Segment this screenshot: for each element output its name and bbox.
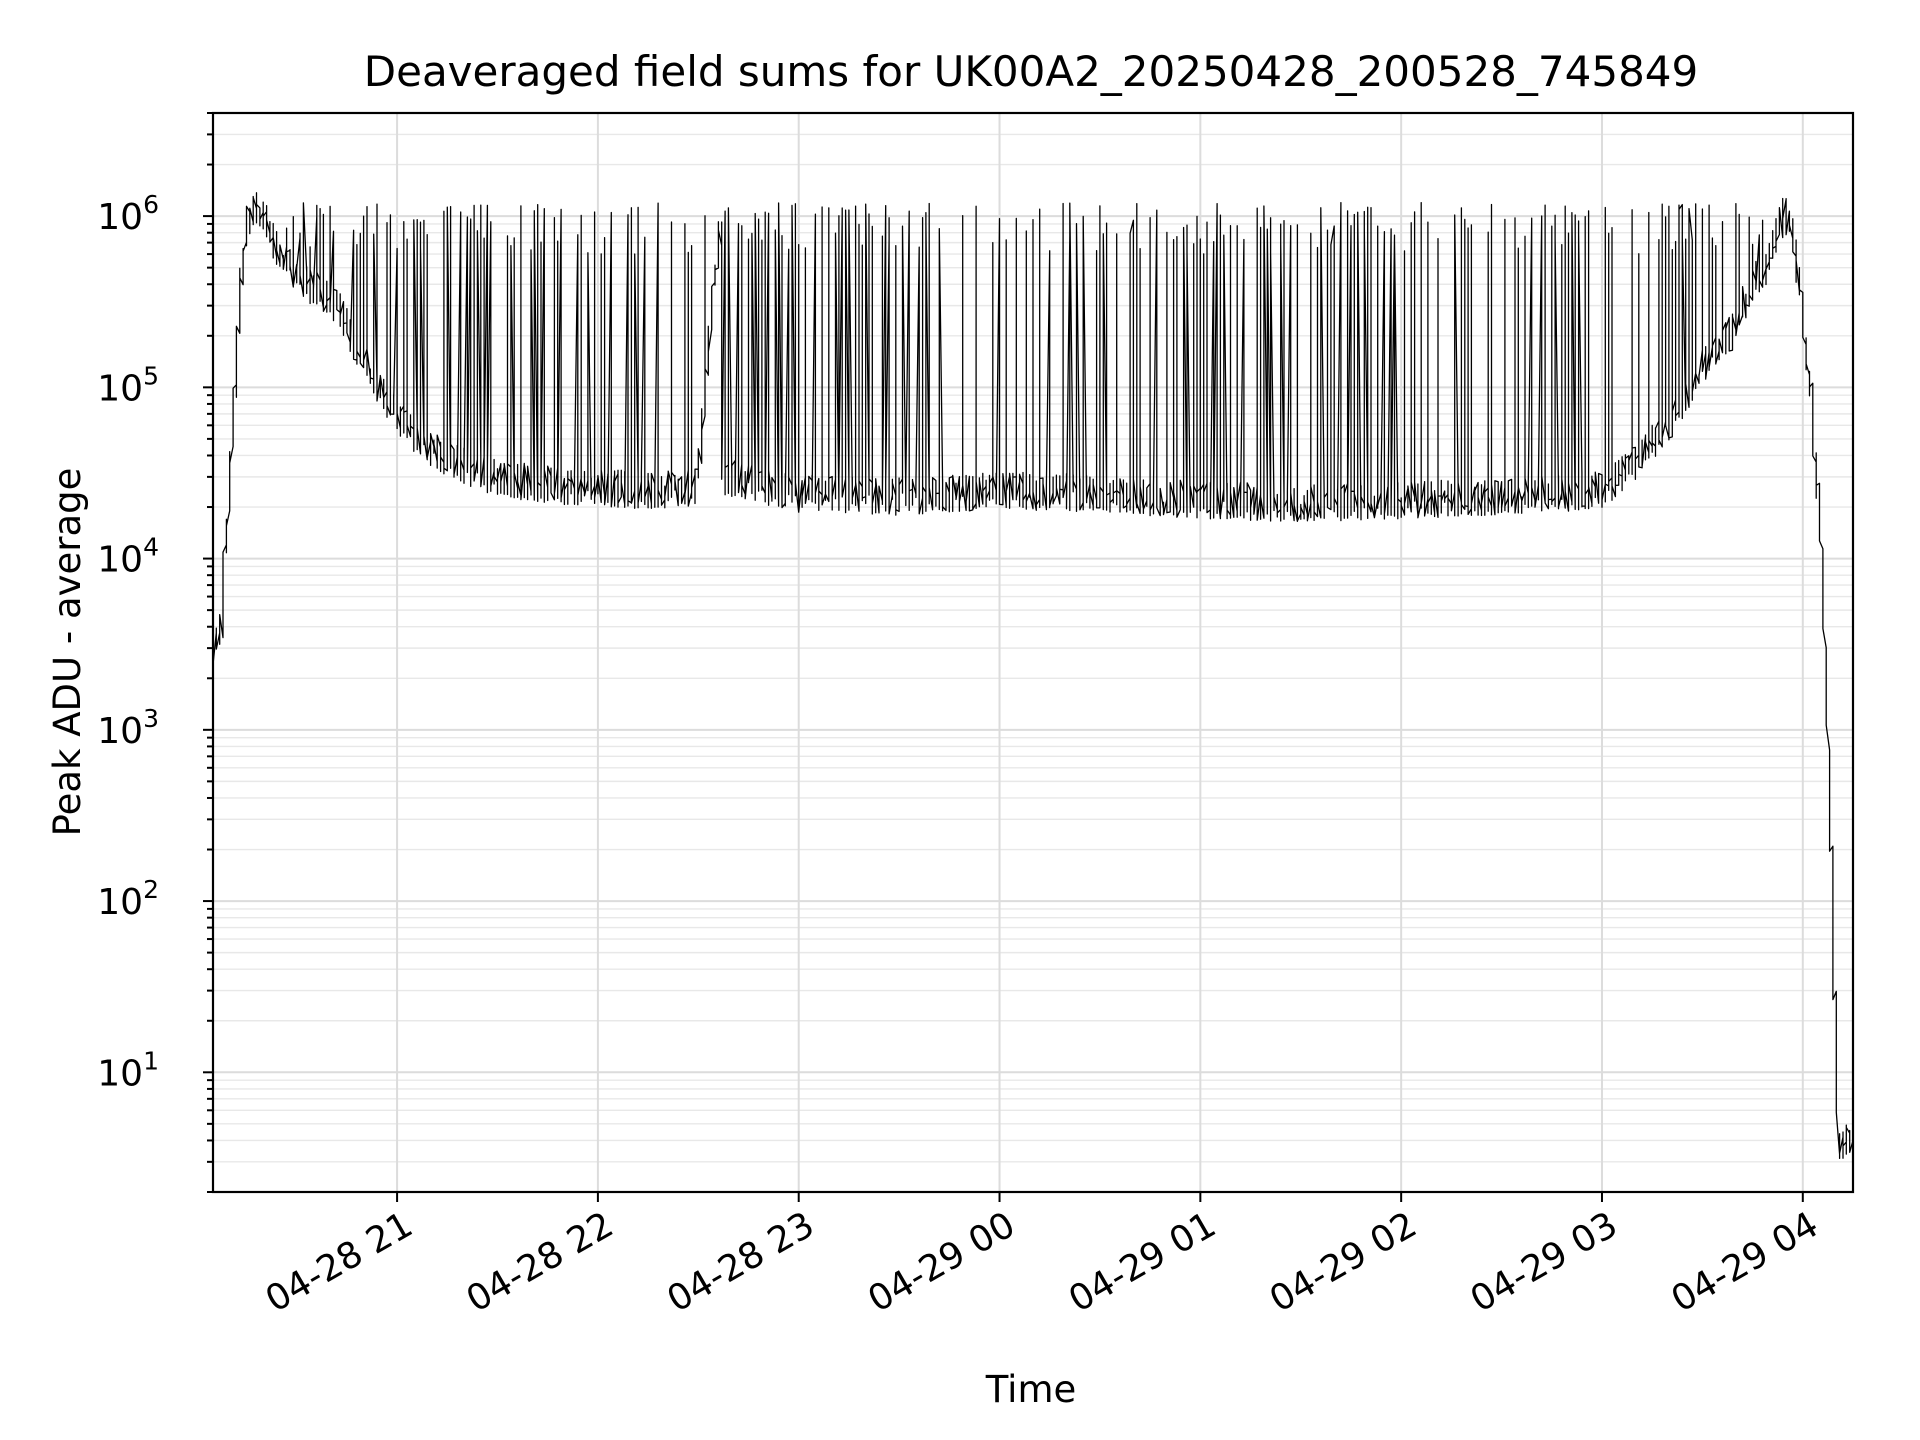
x-tick-label: 04-29 03 [1464, 1204, 1625, 1320]
plot-frame [211, 111, 1855, 1194]
x-tick-label: 04-29 04 [1665, 1204, 1826, 1320]
y-tick-label: 102 [97, 875, 159, 923]
y-tick-label: 106 [97, 190, 159, 238]
y-tick-label: 104 [97, 533, 159, 581]
chart-title: Deaveraged field sums for UK00A2_2025042… [364, 47, 1698, 96]
x-tick-label: 04-28 21 [259, 1204, 420, 1320]
y-axis-label: Peak ADU - average [46, 468, 89, 837]
x-tick-label: 04-29 02 [1263, 1204, 1424, 1320]
x-tick-label: 04-28 22 [460, 1204, 621, 1320]
y-tick-label: 103 [97, 704, 159, 752]
minor-gridlines [213, 112, 1853, 1193]
y-tick-label: 105 [97, 361, 159, 409]
series-line [213, 192, 1853, 1160]
y-tick-label: 101 [97, 1046, 159, 1094]
x-axis: 04-28 21 04-28 22 04-28 23 04-29 00 04-29 01… [259, 1192, 1825, 1321]
x-tick-label: 04-29 00 [861, 1204, 1022, 1320]
x-tick-label: 04-29 01 [1062, 1204, 1223, 1320]
x-axis-label: Time [985, 1368, 1077, 1411]
plot-area [213, 192, 1853, 1160]
x-tick-label: 04-28 23 [661, 1204, 822, 1320]
y-axis: 101 102 103 104 105 106 [97, 112, 213, 1193]
